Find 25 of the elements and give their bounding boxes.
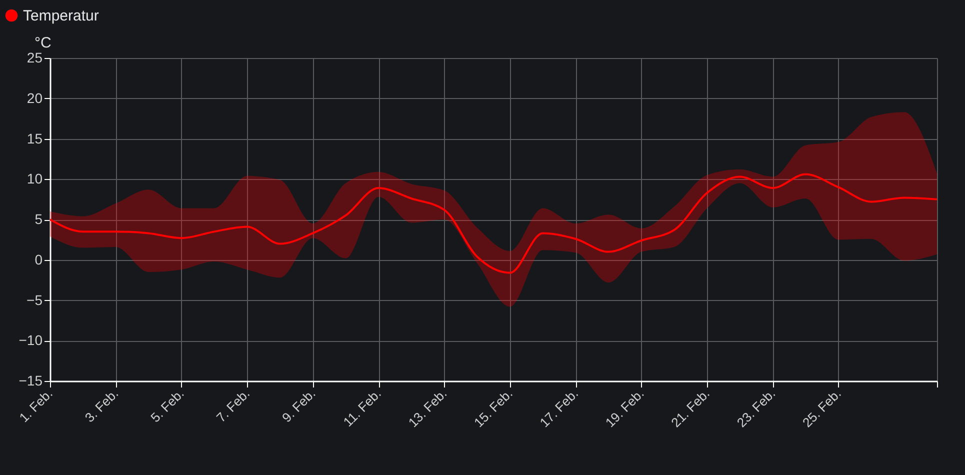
y-tick-label: 25 xyxy=(26,50,43,66)
x-tick-label: 7. Feb. xyxy=(213,386,253,426)
x-tick-label: 11. Feb. xyxy=(340,386,384,430)
x-tick-label: 13. Feb. xyxy=(405,386,450,430)
y-axis-title: °C xyxy=(34,34,52,52)
x-tick-label: 23. Feb. xyxy=(734,386,778,430)
x-tick-label: 17. Feb. xyxy=(536,386,582,430)
legend-label: Temperatur xyxy=(23,8,99,24)
x-tick-label: 9. Feb. xyxy=(279,386,318,426)
x-tick-label: 25. Feb. xyxy=(800,386,844,430)
line-series xyxy=(49,173,938,274)
x-tick-label: 15. Feb. xyxy=(471,386,516,430)
y-tick-label: −5 xyxy=(26,292,43,308)
x-tick-label: 1. Feb. xyxy=(16,386,56,426)
y-tick-label: 5 xyxy=(34,211,43,227)
x-tick-label: 19. Feb. xyxy=(602,386,647,430)
y-tick-label: 15 xyxy=(26,130,43,146)
x-tick-label: 3. Feb. xyxy=(82,386,122,426)
y-tick-label: 10 xyxy=(26,170,43,187)
y-tick-label: −15 xyxy=(18,372,43,388)
y-tick-label: −10 xyxy=(18,332,43,348)
y-tick-label: 0 xyxy=(34,251,43,268)
x-tick-label: 5. Feb. xyxy=(148,386,187,426)
x-tick-label: 21. Feb. xyxy=(668,386,712,430)
y-tick-label: 20 xyxy=(26,90,43,106)
